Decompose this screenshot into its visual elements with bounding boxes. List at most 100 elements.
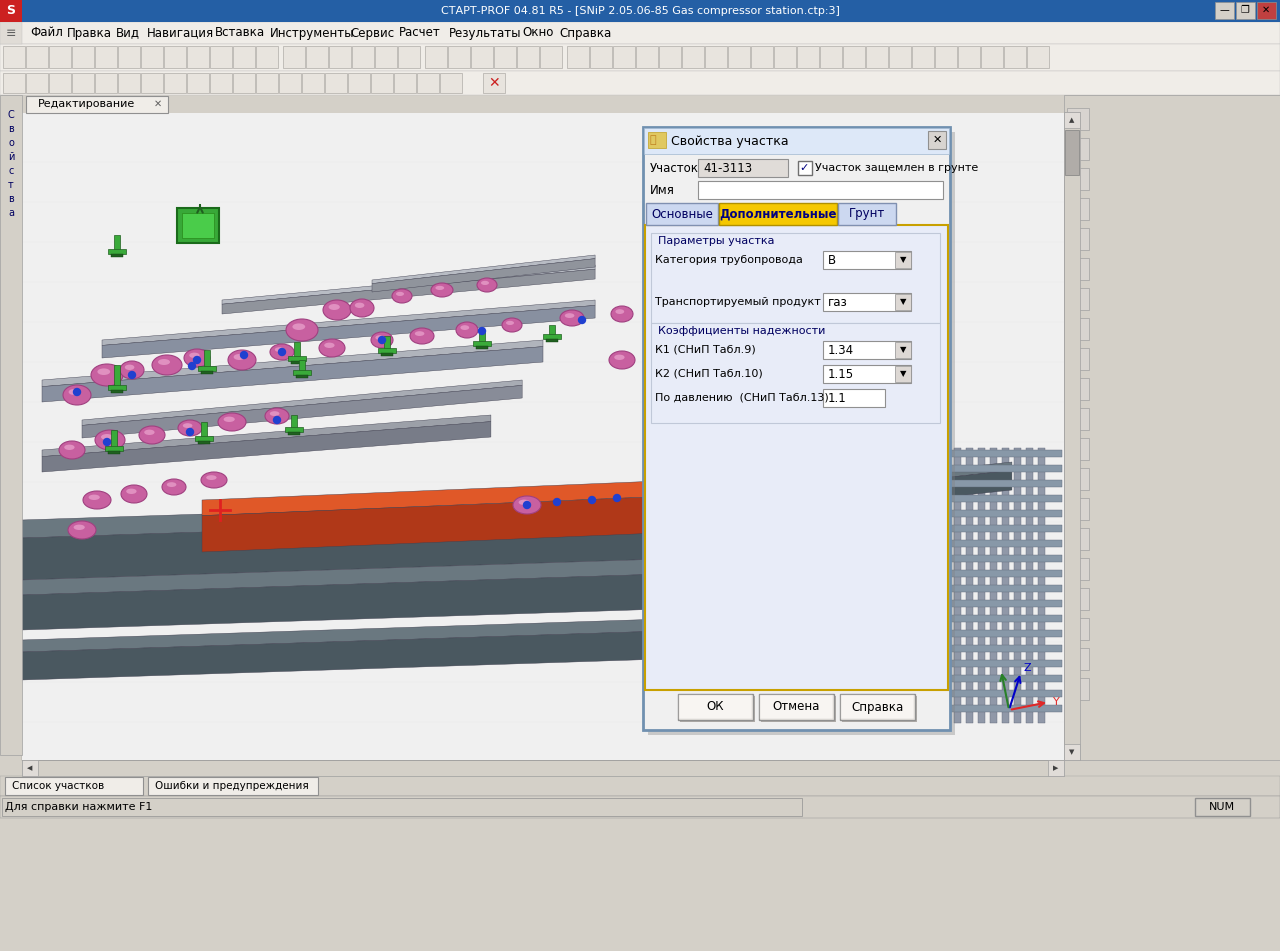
- Circle shape: [589, 496, 595, 503]
- Ellipse shape: [183, 423, 192, 428]
- Circle shape: [274, 417, 280, 423]
- Bar: [835, 705, 1062, 712]
- Circle shape: [104, 438, 110, 445]
- Bar: [285, 427, 303, 432]
- Ellipse shape: [513, 496, 541, 514]
- Bar: [760, 695, 833, 719]
- Bar: [1068, 318, 1089, 340]
- Bar: [448, 46, 470, 68]
- Text: Грунт: Грунт: [849, 207, 886, 221]
- Text: К1 (СНиП Табл.9): К1 (СНиП Табл.9): [655, 345, 755, 355]
- Bar: [911, 46, 934, 68]
- Bar: [378, 348, 396, 353]
- Bar: [256, 46, 278, 68]
- Bar: [823, 389, 884, 407]
- Ellipse shape: [69, 389, 79, 395]
- Bar: [384, 336, 390, 352]
- Bar: [177, 208, 219, 243]
- Text: Справка: Справка: [851, 701, 904, 713]
- Bar: [471, 46, 493, 68]
- Bar: [846, 448, 852, 723]
- Text: Редактирование: Редактирование: [38, 99, 136, 109]
- Text: По давлению  (СНиП Табл.13): По давлению (СНиП Табл.13): [655, 393, 828, 403]
- Bar: [1064, 95, 1280, 760]
- Ellipse shape: [609, 351, 635, 369]
- Bar: [1068, 588, 1089, 610]
- Bar: [483, 73, 506, 93]
- Bar: [835, 525, 1062, 532]
- Text: ✕: ✕: [932, 135, 942, 145]
- Ellipse shape: [461, 325, 470, 330]
- Text: В: В: [828, 254, 836, 266]
- Bar: [906, 448, 913, 723]
- Bar: [148, 777, 317, 795]
- Ellipse shape: [435, 286, 444, 290]
- Bar: [279, 73, 301, 93]
- Ellipse shape: [178, 420, 202, 436]
- Text: Список участков: Список участков: [12, 781, 104, 791]
- Text: с: с: [8, 166, 14, 176]
- Ellipse shape: [122, 485, 147, 503]
- Bar: [835, 600, 1062, 607]
- Bar: [705, 46, 727, 68]
- Bar: [0, 22, 22, 44]
- Ellipse shape: [415, 331, 425, 336]
- Bar: [3, 73, 26, 93]
- Ellipse shape: [270, 411, 279, 416]
- Bar: [283, 46, 305, 68]
- Bar: [23, 113, 1062, 759]
- Bar: [835, 555, 1062, 562]
- Ellipse shape: [410, 328, 434, 344]
- Text: о: о: [8, 138, 14, 148]
- Circle shape: [241, 352, 247, 359]
- Bar: [288, 432, 300, 435]
- Bar: [835, 480, 1062, 487]
- Bar: [95, 46, 116, 68]
- Bar: [3, 798, 803, 816]
- Text: ≡: ≡: [5, 27, 17, 40]
- Bar: [329, 46, 351, 68]
- Bar: [613, 46, 635, 68]
- Ellipse shape: [481, 281, 489, 285]
- Bar: [0, 776, 1280, 796]
- Bar: [210, 73, 232, 93]
- Text: Правка: Правка: [67, 27, 111, 40]
- Bar: [291, 361, 303, 364]
- Bar: [549, 325, 556, 338]
- Bar: [26, 73, 49, 93]
- Bar: [1038, 448, 1044, 723]
- Text: ◀: ◀: [27, 765, 33, 771]
- Bar: [111, 254, 123, 257]
- Ellipse shape: [611, 306, 634, 322]
- Bar: [1068, 498, 1089, 520]
- Bar: [762, 696, 836, 722]
- Bar: [256, 73, 278, 93]
- Text: в: в: [8, 194, 14, 204]
- Bar: [22, 112, 1064, 760]
- Bar: [111, 390, 123, 393]
- Polygon shape: [202, 491, 804, 552]
- Ellipse shape: [506, 320, 515, 325]
- Bar: [835, 690, 1062, 697]
- Text: 41-3113: 41-3113: [703, 162, 753, 174]
- Bar: [1027, 46, 1050, 68]
- Text: ▼: ▼: [900, 345, 906, 355]
- Bar: [1068, 558, 1089, 580]
- Polygon shape: [42, 346, 543, 402]
- Bar: [751, 46, 773, 68]
- Bar: [645, 225, 948, 690]
- Bar: [233, 46, 255, 68]
- Bar: [440, 73, 462, 93]
- Ellipse shape: [163, 479, 186, 495]
- Bar: [882, 448, 890, 723]
- Polygon shape: [372, 259, 595, 292]
- Bar: [141, 46, 163, 68]
- Bar: [835, 450, 1062, 457]
- Bar: [870, 448, 877, 723]
- Bar: [567, 46, 589, 68]
- Ellipse shape: [218, 413, 246, 431]
- Ellipse shape: [292, 323, 305, 330]
- Ellipse shape: [396, 292, 404, 296]
- Bar: [678, 694, 753, 720]
- Ellipse shape: [145, 430, 155, 435]
